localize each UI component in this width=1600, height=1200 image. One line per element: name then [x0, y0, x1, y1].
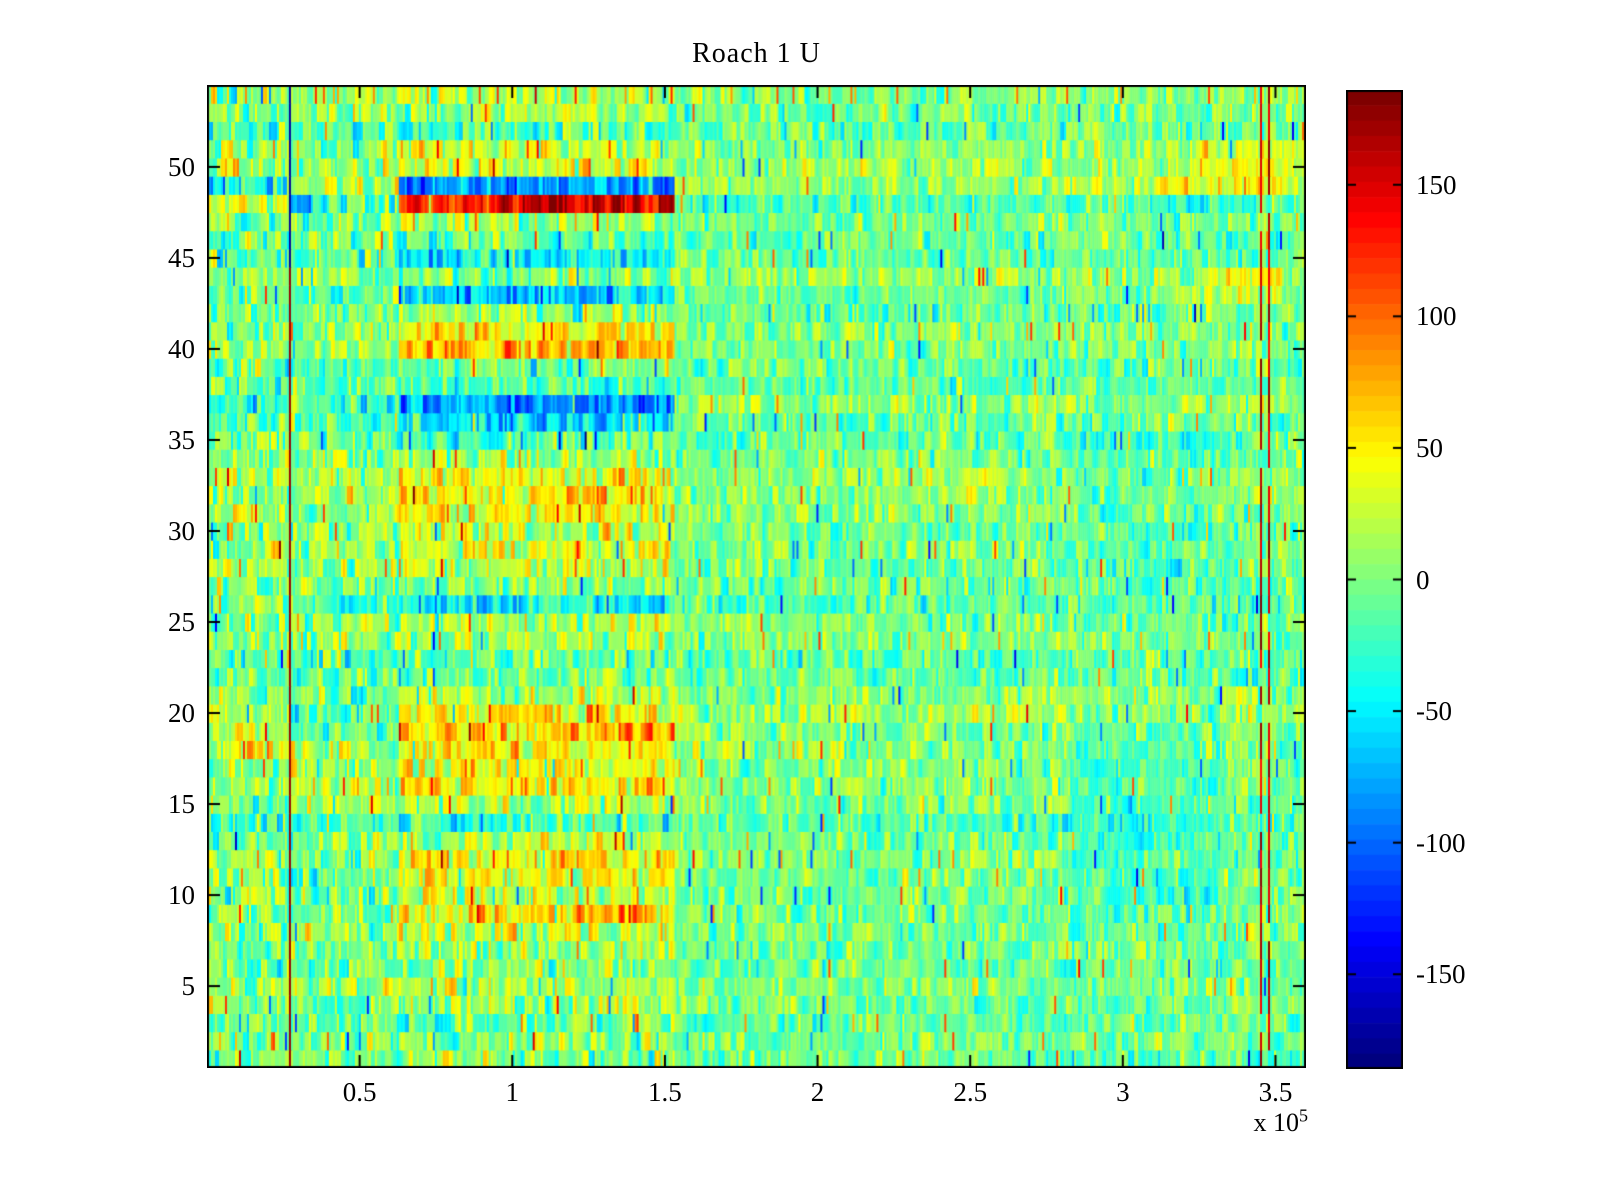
x-tick-label: 0.5 [342, 1077, 377, 1107]
y-tick-label: 30 [168, 515, 195, 546]
x-tick-label: 2.5 [953, 1077, 988, 1107]
colorbar-tick-label: -150 [1416, 959, 1466, 990]
y-tick-label: 45 [168, 242, 195, 273]
exponent-prefix: x 10 [1253, 1108, 1300, 1137]
colorbar-tick-label: 50 [1416, 432, 1443, 463]
y-tick-label: 25 [168, 607, 195, 637]
x-tick-label: 1.5 [648, 1077, 682, 1107]
x-axis-exponent-label: x 105 [1100, 1105, 1309, 1138]
x-tick-label: 1 [505, 1077, 520, 1107]
y-tick-label: 35 [168, 424, 195, 455]
colorbar-tick-label: 0 [1416, 564, 1430, 595]
colorbar-tick-label: 150 [1416, 169, 1457, 200]
y-tick-label: 20 [168, 698, 195, 729]
y-tick-label: 10 [168, 880, 195, 911]
heatmap-canvas [207, 85, 1306, 1068]
colorbar-tick-label: -50 [1416, 696, 1452, 727]
chart-title: Roach 1 U [692, 38, 821, 69]
colorbar-canvas [1346, 90, 1403, 1069]
x-tick-label: 3.5 [1258, 1077, 1293, 1107]
x-tick-label: 3 [1116, 1077, 1130, 1107]
y-tick-label: 15 [168, 789, 195, 820]
colorbar-tick-label: -100 [1416, 827, 1466, 858]
x-tick-label: 2 [810, 1077, 825, 1107]
y-tick-label: 50 [168, 151, 195, 182]
colorbar-tick-label: 100 [1416, 301, 1457, 332]
exponent-value: 5 [1299, 1105, 1308, 1126]
y-tick-label: 40 [168, 333, 195, 364]
y-tick-label: 5 [181, 971, 196, 1002]
